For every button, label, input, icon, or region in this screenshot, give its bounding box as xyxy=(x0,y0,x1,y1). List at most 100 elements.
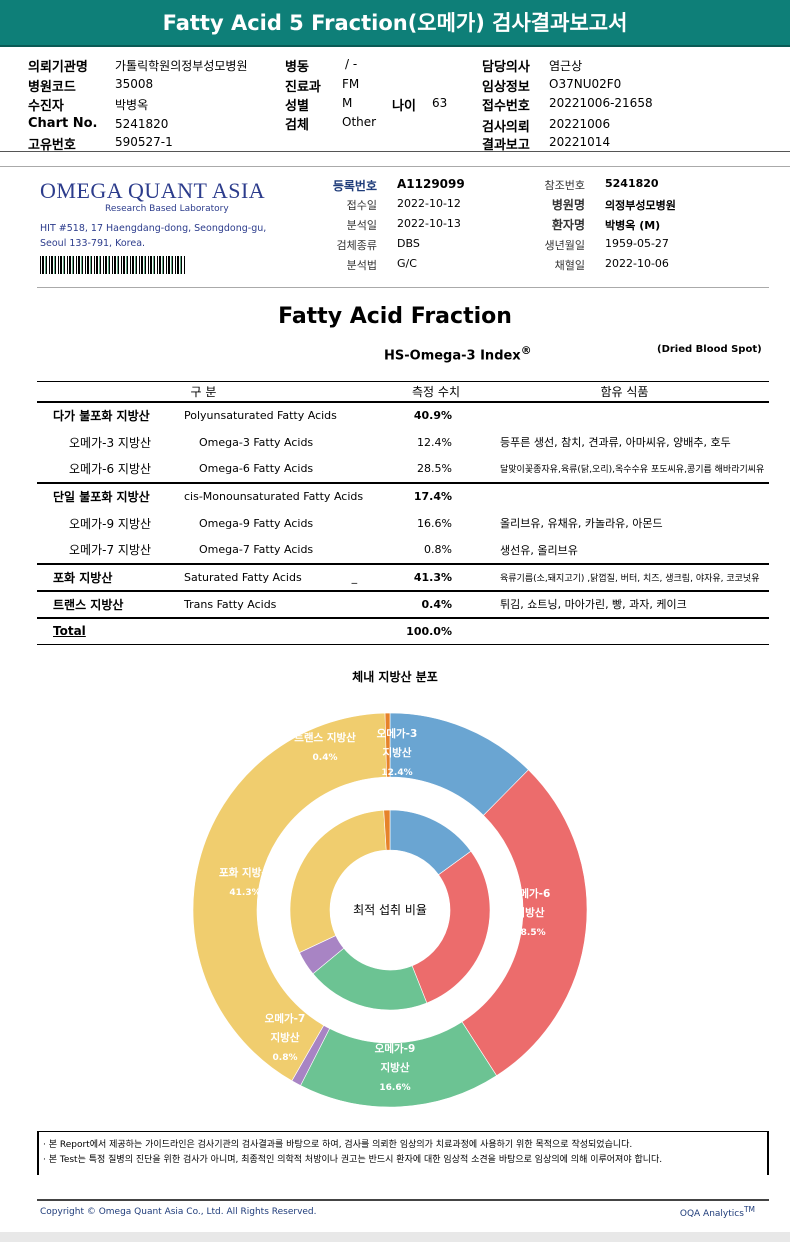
index-title: HS-Omega-3 Index® xyxy=(384,344,532,363)
category-en-text: cis-Monounsaturated Fatty Acids xyxy=(184,490,364,503)
fatty-acid-donut-chart: 오메가-3 지방산 12.4% 오메가-6 지방산 28.5% 오메가-9 지방산 16.6% 오… xyxy=(192,712,588,1108)
divider xyxy=(37,287,769,288)
birth: 1959-05-27 xyxy=(605,237,669,250)
measured-value: 16.6% xyxy=(417,516,452,530)
slice-label: 오메가-7 xyxy=(265,1012,306,1025)
registered-mark: ® xyxy=(520,344,532,357)
foods: 튀김, 쇼트닝, 마아가린, 빵, 과자, 케이크 xyxy=(480,589,769,618)
patient-info: 의뢰기관명 가톨릭학원의정부성모병원 병원코드 35008 수진자 박병옥 Ch… xyxy=(0,54,790,164)
measured-value: 28.5% xyxy=(417,462,452,475)
barcode xyxy=(40,256,186,274)
category-ko: 오메가-7 지방산 xyxy=(69,543,152,557)
category-en: Saturated Fatty Acids _ xyxy=(184,562,370,591)
outer-slice-1 xyxy=(461,769,588,1077)
patient-name: 박병옥 (M) xyxy=(605,219,661,232)
measured-value: 17.4% xyxy=(370,481,480,510)
disclaimer-line: · 본 Test는 특정 질병의 진단을 위한 검사가 아니며, 최종적인 의학… xyxy=(43,1155,663,1165)
received: 2022-10-12 xyxy=(397,197,461,210)
category-en-text: Omega-6 Fatty Acids xyxy=(199,462,314,475)
category-ko: 트랜스 지방산 xyxy=(37,589,184,618)
method-label: 분석법 xyxy=(346,259,377,272)
hospital: 의정부성모병원 xyxy=(605,199,676,212)
category-en: cis-Monounsaturated Fatty Acids xyxy=(184,481,370,510)
sex-label: 성별 xyxy=(285,99,309,114)
lab-tagline: Research Based Laboratory xyxy=(105,204,229,214)
category-en-text: Trans Fatty Acids xyxy=(184,597,277,611)
table-row: 오메가-3 지방산 Omega-3 Fatty Acids 12.4% 등푸른 … xyxy=(37,429,769,456)
table-row: 오메가-9 지방산 Omega-9 Fatty Acids 16.6% 올리브유… xyxy=(37,510,769,537)
lab-address: HIT #518, 17 Haengdang-dong, Seongdong-g… xyxy=(40,221,266,251)
analyzed: 2022-10-13 xyxy=(397,217,461,230)
chart-label: Chart No. xyxy=(28,116,98,131)
request-label: 검사의뢰 xyxy=(482,120,530,135)
reg-no: A1129099 xyxy=(397,177,465,191)
sex: M xyxy=(342,96,353,110)
foods: 달맞이꽃종자유,육류(닭,오리),옥수수유 포도씨유,콩기름 해바라기씨유 xyxy=(500,465,765,475)
report-title-bar: Fatty Acid 5 Fraction(오메가) 검사결과보고서 xyxy=(0,0,790,47)
category-en: Omega-9 Fatty Acids xyxy=(184,510,370,537)
patient-name-label: 환자명 xyxy=(551,218,585,232)
ref-label: 참조번호 xyxy=(544,179,585,192)
measured-value: 40.9% xyxy=(370,400,480,429)
table-row: 단일 불포화 지방산 cis-Monounsaturated Fatty Aci… xyxy=(37,481,769,510)
report-label: 결과보고 xyxy=(482,138,530,153)
category-ko: 단일 불포화 지방산 xyxy=(37,481,184,510)
category-en: Omega-7 Fatty Acids xyxy=(184,537,370,564)
measured-value: 12.4% xyxy=(417,435,452,449)
header-category: 구 분 xyxy=(37,381,370,402)
sample-type: DBS xyxy=(397,237,420,250)
foods xyxy=(480,400,769,429)
table-row: 오메가-6 지방산 Omega-6 Fatty Acids 28.5% 달맞이꽃… xyxy=(37,456,769,483)
header-value: 측정 수치 xyxy=(370,381,480,402)
trademark: TM xyxy=(743,1205,755,1214)
divider xyxy=(37,1199,769,1201)
unique-label: 고유번호 xyxy=(28,138,76,153)
lab-logo: OMEGA QUANT ASIA xyxy=(40,178,266,203)
sample-note: (Dried Blood Spot) xyxy=(657,344,762,355)
ward: / - xyxy=(345,57,358,71)
brand: OQA AnalyticsTM xyxy=(680,1205,755,1219)
category-en-text: Omega-7 Fatty Acids xyxy=(199,543,314,556)
total-value: 100.0% xyxy=(370,616,480,645)
report-date: 20221014 xyxy=(549,135,611,149)
inner-slice-4 xyxy=(289,809,387,953)
institution: 가톨릭학원의정부성모병원 xyxy=(115,59,248,73)
header-foods: 함유 식품 xyxy=(480,381,769,402)
foods: 등푸른 생선, 참치, 견과류, 아마씨유, 양배추, 호두 xyxy=(500,436,731,449)
category-ko: 포화 지방산 xyxy=(37,562,184,591)
category-en: Omega-6 Fatty Acids xyxy=(184,456,370,483)
slice-label: 0.4% xyxy=(313,753,338,763)
address-line: HIT #518, 17 Haengdang-dong, Seongdong-g… xyxy=(40,223,267,234)
foods: 생선유, 올리브유 xyxy=(500,543,578,557)
patient: 박병옥 xyxy=(115,98,149,112)
hospital-code-label: 병원코드 xyxy=(28,80,76,95)
slice-label: 지방산 xyxy=(271,1031,300,1044)
clinical-label: 임상정보 xyxy=(482,80,530,95)
page-bottom xyxy=(0,1232,790,1242)
analyzed-label: 분석일 xyxy=(346,219,377,232)
specimen-label: 검체 xyxy=(285,118,309,133)
outer-slice-4 xyxy=(192,712,387,1082)
category-en-text: Omega-3 Fatty Acids xyxy=(199,435,314,449)
category-en-text: Omega-9 Fatty Acids xyxy=(199,516,314,530)
birth-label: 생년월일 xyxy=(544,239,585,252)
category-ko: 오메가-6 지방산 xyxy=(69,462,152,476)
total-label: Total xyxy=(37,616,184,645)
ward-label: 병동 xyxy=(285,60,309,75)
slice-label: 오메가-9 xyxy=(375,1042,416,1055)
fatty-acid-table: 구 분 측정 수치 함유 식품 다가 불포화 지방산 Polyunsaturat… xyxy=(37,381,769,645)
reg-no-label: 등록번호 xyxy=(332,179,377,193)
unique-no: 590527-1 xyxy=(115,135,173,149)
total-row: Total 100.0% xyxy=(37,616,769,645)
patient-label: 수진자 xyxy=(28,99,64,114)
measured-value: 0.8% xyxy=(424,543,452,556)
hospital-label: 병원명 xyxy=(551,198,585,212)
table-row: 다가 불포화 지방산 Polyunsaturated Fatty Acids 4… xyxy=(37,400,769,429)
category-en: Trans Fatty Acids xyxy=(184,589,370,618)
table-row: 오메가-7 지방산 Omega-7 Fatty Acids 0.8% 생선유, … xyxy=(37,537,769,564)
disclaimer-box: · 본 Report에서 제공하는 가이드라인은 검사기관의 검사결과를 바탕으… xyxy=(37,1131,769,1175)
ref: 5241820 xyxy=(605,177,659,190)
slice-label: 지방산 xyxy=(516,906,545,919)
category-en-text: Saturated Fatty Acids xyxy=(184,570,302,584)
slice-label: 41.3% xyxy=(229,888,260,898)
